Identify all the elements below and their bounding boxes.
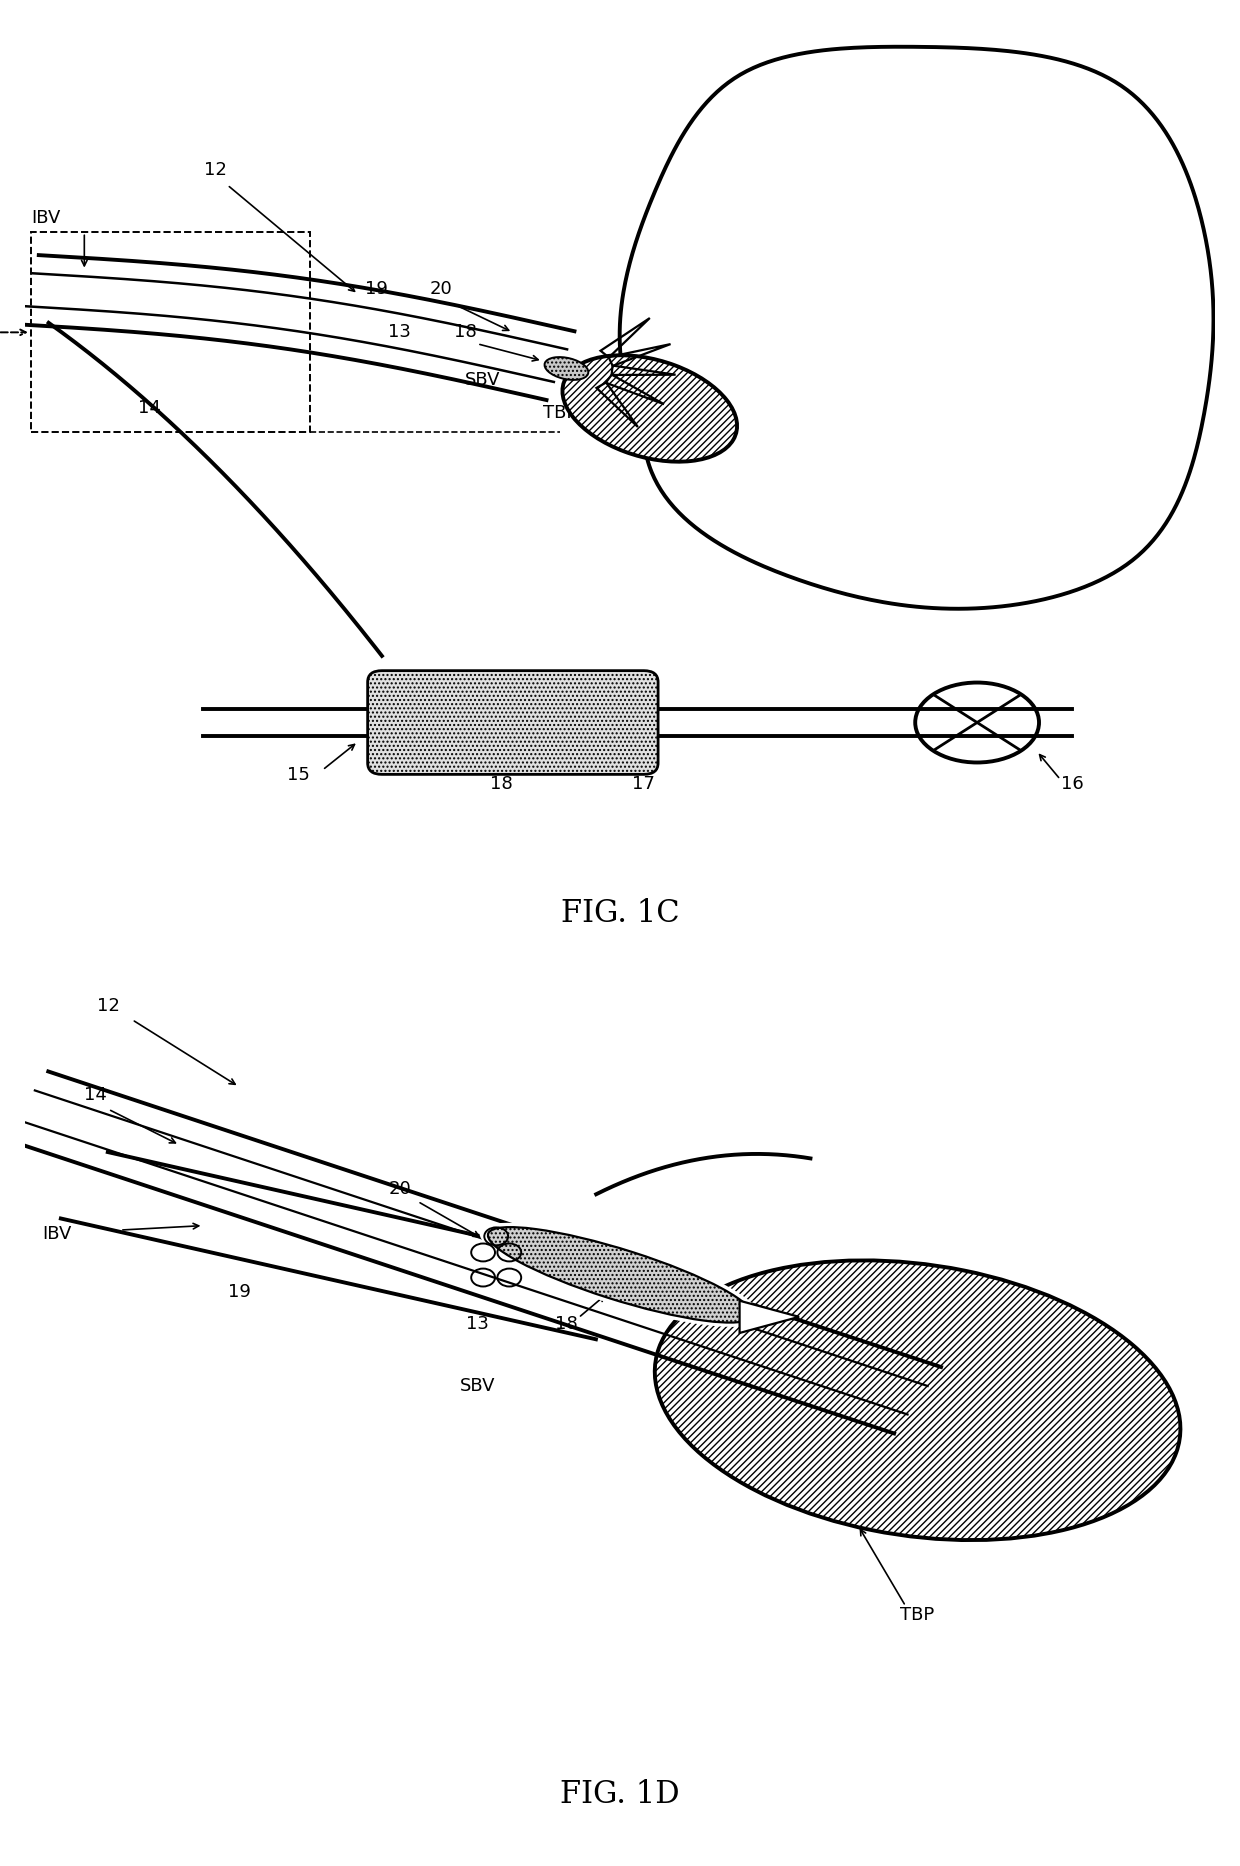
Ellipse shape <box>487 1228 753 1323</box>
Text: 18: 18 <box>454 323 476 341</box>
Ellipse shape <box>544 356 588 381</box>
Text: IBV: IBV <box>31 209 60 228</box>
Text: 14: 14 <box>84 1086 107 1105</box>
Polygon shape <box>739 1301 799 1332</box>
Text: IBV: IBV <box>42 1224 72 1243</box>
Text: 18: 18 <box>490 774 512 793</box>
Text: 20: 20 <box>388 1179 412 1198</box>
Text: 15: 15 <box>288 765 310 784</box>
Bar <box>31 233 310 433</box>
Text: SBV: SBV <box>465 371 501 388</box>
Text: 12: 12 <box>203 160 227 179</box>
FancyBboxPatch shape <box>367 670 658 774</box>
Text: TBP: TBP <box>900 1605 935 1623</box>
Text: FIG. 1D: FIG. 1D <box>560 1780 680 1810</box>
Text: 16: 16 <box>1061 774 1084 793</box>
Text: SBV: SBV <box>459 1377 495 1396</box>
Text: 13: 13 <box>466 1314 489 1332</box>
Ellipse shape <box>655 1260 1180 1539</box>
Text: 14: 14 <box>139 399 161 418</box>
Text: 19: 19 <box>228 1284 250 1301</box>
Ellipse shape <box>480 1222 760 1327</box>
Ellipse shape <box>563 355 737 461</box>
Text: TBP: TBP <box>543 403 578 422</box>
Text: 18: 18 <box>556 1314 578 1332</box>
Text: 13: 13 <box>388 323 412 341</box>
Text: 12: 12 <box>97 996 119 1015</box>
Text: FIG. 1C: FIG. 1C <box>560 898 680 929</box>
Text: 17: 17 <box>632 774 655 793</box>
Text: 20: 20 <box>430 280 453 299</box>
Text: 19: 19 <box>365 280 387 299</box>
